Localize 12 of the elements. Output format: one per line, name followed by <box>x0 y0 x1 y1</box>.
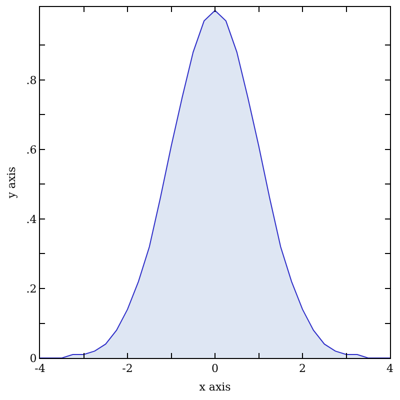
x-axis-title: x axis <box>199 380 232 394</box>
y-tick-label: .2 <box>26 282 37 296</box>
x-tick-label: -2 <box>122 362 133 376</box>
y-axis-title: y axis <box>4 166 18 200</box>
y-tick-label: 0 <box>30 352 37 365</box>
x-tick-label: -4 <box>34 362 46 376</box>
x-tick-label: 0 <box>212 362 218 376</box>
y-tick-label: .4 <box>26 212 37 226</box>
x-tick-label: 2 <box>299 362 306 376</box>
y-tick-label: .6 <box>26 143 37 156</box>
y-tick-label: .8 <box>26 74 37 87</box>
x-tick-label: 4 <box>386 362 394 376</box>
